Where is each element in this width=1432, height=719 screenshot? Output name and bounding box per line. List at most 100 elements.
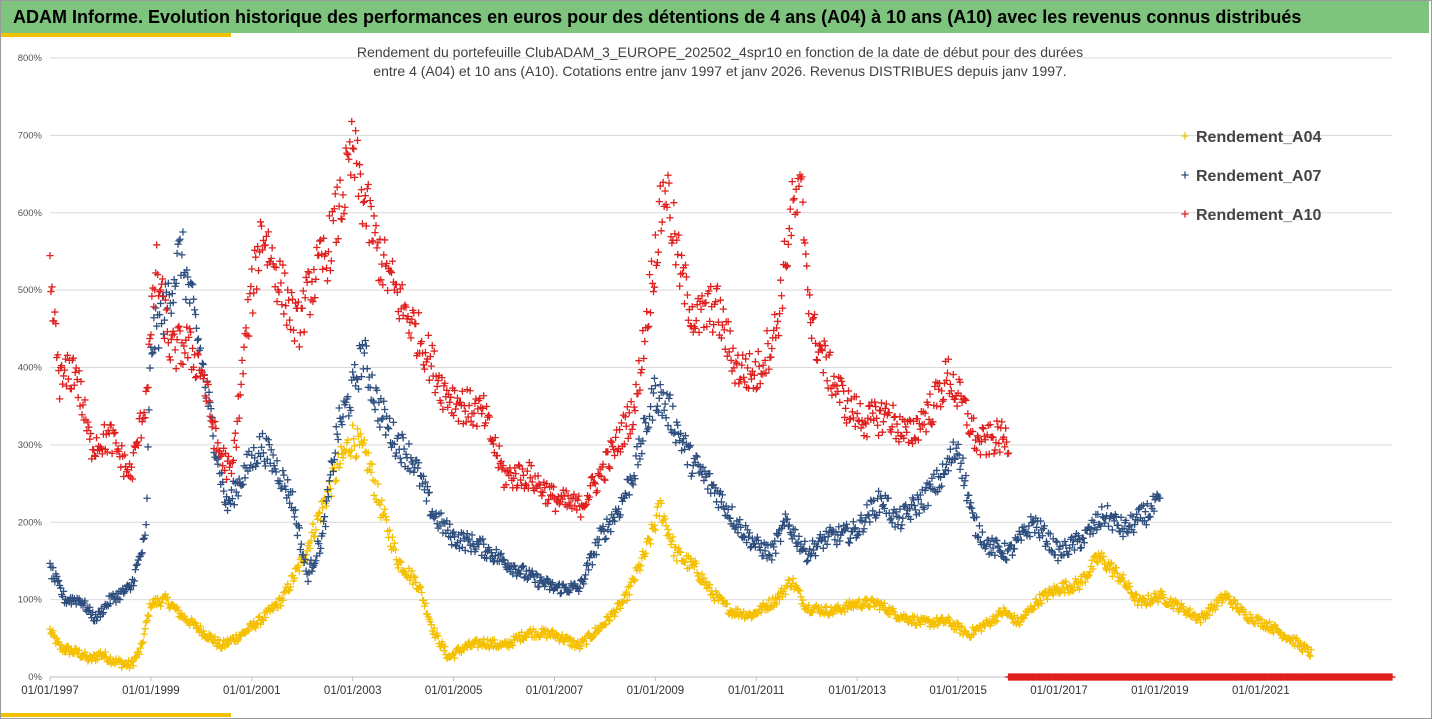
data-point bbox=[562, 487, 570, 495]
data-point bbox=[1027, 513, 1035, 521]
data-point bbox=[150, 303, 158, 311]
data-point bbox=[137, 550, 145, 558]
data-point bbox=[772, 549, 780, 557]
data-point bbox=[262, 232, 270, 240]
data-point bbox=[742, 522, 750, 530]
data-point bbox=[1089, 529, 1097, 538]
data-point bbox=[1150, 507, 1158, 515]
x-tick-label: 01/01/1999 bbox=[122, 685, 180, 697]
data-point bbox=[1069, 587, 1077, 595]
data-point bbox=[989, 544, 997, 552]
data-point bbox=[678, 438, 687, 446]
data-point bbox=[399, 566, 407, 574]
data-point bbox=[1020, 523, 1028, 531]
data-point bbox=[127, 463, 136, 471]
data-point bbox=[675, 544, 683, 552]
data-point bbox=[1139, 595, 1148, 603]
data-point bbox=[756, 379, 764, 388]
data-point bbox=[688, 303, 696, 311]
data-point bbox=[192, 324, 201, 332]
data-point bbox=[556, 590, 564, 598]
data-point bbox=[356, 170, 365, 178]
data-point bbox=[157, 286, 165, 294]
data-point bbox=[1047, 546, 1055, 555]
data-point bbox=[378, 496, 386, 505]
data-point bbox=[692, 316, 700, 325]
data-point bbox=[578, 642, 586, 650]
data-point bbox=[647, 257, 656, 265]
data-point bbox=[230, 436, 238, 444]
data-point bbox=[61, 355, 70, 363]
data-point bbox=[372, 221, 380, 230]
data-point bbox=[353, 425, 362, 433]
data-point bbox=[809, 314, 818, 322]
data-point bbox=[295, 567, 303, 575]
data-point bbox=[145, 612, 153, 620]
data-point bbox=[557, 589, 565, 597]
data-point bbox=[140, 534, 148, 542]
data-point bbox=[349, 421, 357, 429]
data-point bbox=[747, 614, 756, 622]
data-point bbox=[491, 434, 499, 442]
data-point bbox=[1077, 543, 1085, 552]
data-point bbox=[657, 227, 665, 235]
data-point bbox=[379, 281, 387, 289]
data-point bbox=[410, 468, 418, 476]
data-point bbox=[137, 434, 145, 442]
data-point bbox=[940, 470, 949, 478]
data-point bbox=[367, 202, 375, 211]
data-point bbox=[721, 345, 729, 353]
data-point bbox=[324, 493, 333, 501]
data-point bbox=[194, 351, 203, 359]
data-point bbox=[332, 476, 340, 484]
data-point bbox=[407, 454, 415, 462]
data-point bbox=[179, 360, 187, 368]
data-point bbox=[54, 351, 62, 359]
data-point bbox=[490, 636, 498, 644]
data-point bbox=[58, 362, 66, 370]
data-point bbox=[194, 335, 203, 343]
data-point bbox=[430, 514, 438, 522]
data-point bbox=[921, 409, 929, 417]
data-point bbox=[1104, 522, 1113, 530]
data-point bbox=[650, 521, 659, 529]
data-point bbox=[333, 430, 341, 438]
data-point bbox=[249, 309, 257, 317]
data-point bbox=[511, 562, 519, 570]
data-point bbox=[801, 239, 809, 247]
data-point bbox=[214, 460, 222, 468]
data-point bbox=[602, 534, 610, 543]
data-point bbox=[674, 250, 682, 259]
data-point bbox=[651, 382, 660, 390]
data-point bbox=[650, 374, 659, 382]
data-point bbox=[782, 263, 790, 271]
data-point bbox=[261, 241, 269, 249]
data-point bbox=[226, 499, 235, 508]
data-point bbox=[385, 414, 394, 422]
data-point bbox=[836, 537, 844, 545]
data-point bbox=[600, 527, 608, 535]
data-point bbox=[1213, 602, 1221, 610]
data-point bbox=[319, 529, 327, 538]
data-point bbox=[1218, 598, 1226, 607]
data-point bbox=[170, 330, 178, 338]
data-point bbox=[888, 423, 896, 431]
data-point bbox=[179, 228, 187, 236]
data-point bbox=[920, 420, 928, 428]
data-point bbox=[332, 423, 340, 431]
data-point bbox=[396, 285, 404, 293]
data-point bbox=[236, 391, 244, 399]
data-point bbox=[71, 644, 79, 652]
data-point bbox=[480, 540, 488, 548]
data-point bbox=[599, 460, 607, 468]
data-point bbox=[374, 417, 382, 425]
data-point bbox=[826, 523, 834, 532]
data-point bbox=[1133, 510, 1141, 518]
data-point bbox=[159, 330, 168, 338]
data-point bbox=[92, 616, 101, 625]
data-point bbox=[618, 599, 627, 607]
data-point bbox=[900, 434, 908, 442]
data-point bbox=[892, 508, 900, 516]
data-point bbox=[902, 423, 910, 431]
data-point bbox=[675, 231, 683, 239]
